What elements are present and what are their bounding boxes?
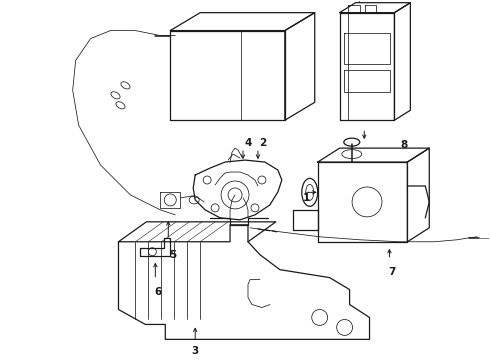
- Text: 5: 5: [170, 250, 177, 260]
- Text: 7: 7: [389, 267, 396, 276]
- Text: 1: 1: [303, 193, 310, 203]
- Text: 2: 2: [259, 138, 267, 148]
- Text: 6: 6: [155, 287, 162, 297]
- Text: 4: 4: [245, 138, 252, 148]
- Text: 3: 3: [192, 346, 199, 356]
- Text: 8: 8: [401, 140, 408, 150]
